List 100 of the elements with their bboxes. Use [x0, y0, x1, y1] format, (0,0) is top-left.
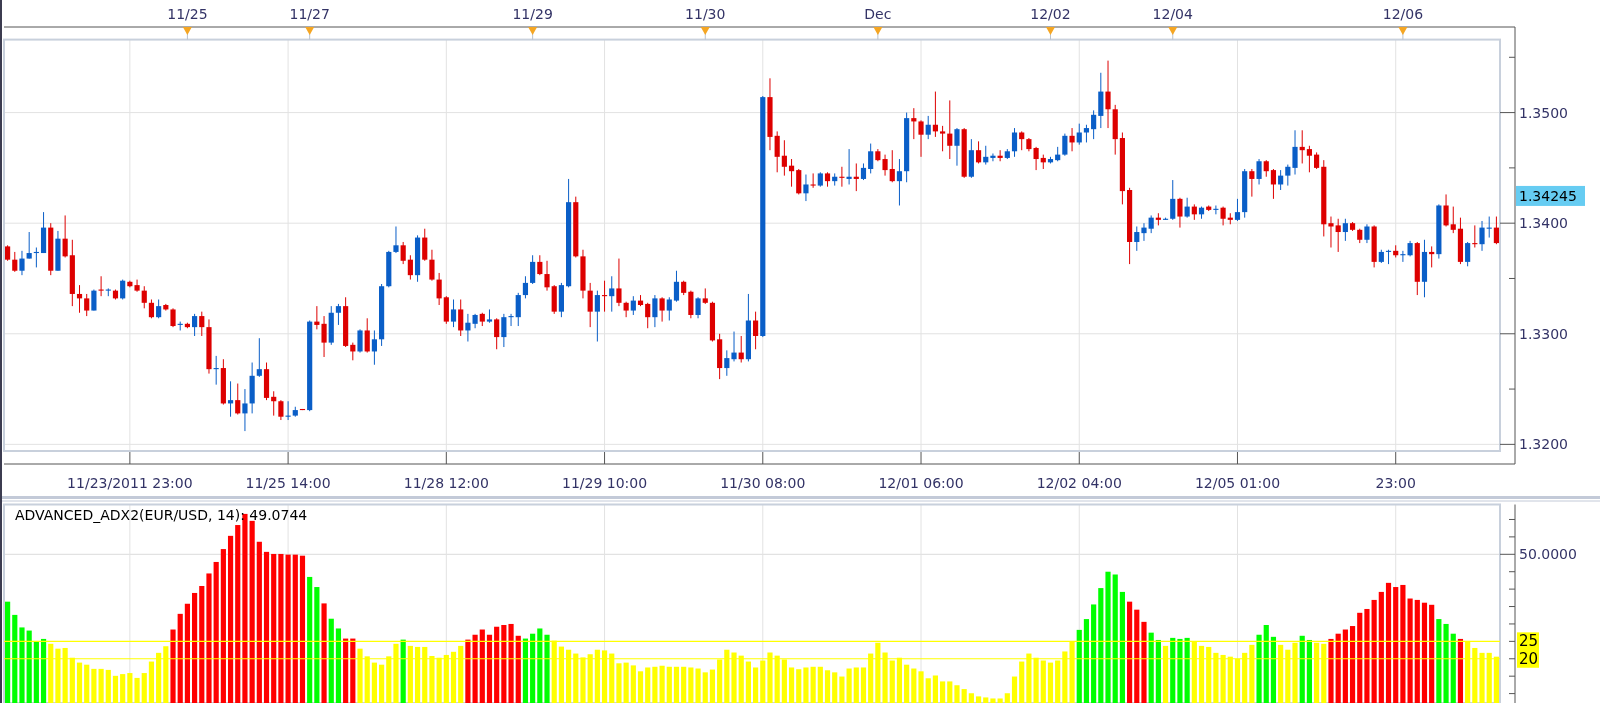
candlestick	[940, 125, 946, 152]
y-tick-label: 20	[1519, 649, 1539, 668]
candlestick	[134, 279, 140, 293]
candlestick	[1479, 220, 1485, 252]
candlestick	[1184, 197, 1190, 219]
candlestick	[673, 270, 680, 303]
candlestick	[1292, 129, 1298, 176]
candlestick	[148, 298, 155, 319]
x-tick-label: 12/02 04:00	[1036, 475, 1122, 491]
candlestick	[1076, 123, 1082, 146]
candlestick	[1364, 223, 1370, 244]
x-tick-label: 11/25	[167, 6, 208, 22]
candlestick	[335, 303, 342, 326]
candlestick	[781, 139, 787, 177]
candlestick	[1306, 145, 1312, 173]
candlestick	[436, 272, 442, 306]
candlestick	[84, 293, 90, 317]
candlestick	[925, 115, 931, 140]
candlestick	[1335, 218, 1341, 253]
candlestick	[1069, 127, 1075, 152]
candlestick	[1091, 109, 1097, 140]
candlestick	[141, 285, 147, 309]
candlestick	[1256, 158, 1262, 185]
candlestick	[645, 302, 651, 329]
x-tick-label: 11/28 12:00	[403, 475, 489, 491]
x-tick-label: 12/01 06:00	[878, 475, 964, 491]
candlestick	[400, 241, 406, 265]
x-tick-label: 11/27	[289, 6, 330, 22]
candlestick	[997, 149, 1003, 162]
candlestick	[889, 149, 895, 183]
candlestick	[947, 99, 953, 160]
candlestick	[522, 275, 529, 299]
candlestick	[235, 383, 241, 415]
candlestick	[896, 158, 903, 206]
candlestick	[156, 298, 162, 319]
candlestick	[429, 249, 435, 282]
candlestick	[868, 143, 874, 174]
candlestick	[393, 226, 399, 254]
candlestick	[422, 228, 428, 262]
candlestick	[242, 388, 248, 432]
candlestick	[810, 172, 816, 189]
candlestick	[407, 254, 413, 281]
candlestick	[616, 258, 622, 307]
candlestick	[62, 214, 68, 258]
candlestick	[256, 337, 262, 378]
candlestick	[731, 331, 737, 362]
candlestick	[26, 231, 32, 260]
candlestick	[1141, 222, 1147, 242]
candlestick	[1249, 168, 1255, 198]
candlestick	[594, 290, 600, 343]
y-tick-label: 1.3200	[1519, 436, 1568, 453]
candlestick	[652, 294, 658, 328]
candlestick	[695, 296, 701, 319]
candlestick	[609, 275, 615, 313]
candlestick	[515, 292, 521, 327]
y-tick-label: 1.3500	[1519, 104, 1568, 121]
candlestick	[450, 298, 457, 328]
x-tick-label: 12/02	[1030, 6, 1071, 22]
x-tick-label: 11/30 08:00	[720, 475, 806, 491]
candlestick	[357, 328, 363, 354]
candlestick	[1220, 206, 1226, 226]
candlestick	[1285, 164, 1291, 187]
candlestick	[1234, 198, 1241, 222]
candlestick	[688, 290, 694, 319]
candlestick	[1170, 179, 1176, 221]
candlestick	[724, 349, 730, 377]
x-tick-label: 11/29	[512, 6, 553, 22]
candlestick	[1270, 168, 1277, 200]
candlestick	[458, 298, 464, 337]
candlestick	[1177, 197, 1183, 229]
candlestick	[530, 254, 536, 285]
candlestick	[975, 140, 982, 164]
candlestick	[587, 282, 593, 328]
x-tick-label: 23:00	[1375, 475, 1416, 491]
candlestick	[1033, 146, 1039, 171]
candlestick	[1105, 60, 1111, 129]
candlestick	[501, 313, 507, 348]
candlestick	[371, 329, 377, 366]
candlestick	[853, 162, 859, 192]
candlestick	[882, 154, 888, 177]
candlestick	[321, 315, 327, 358]
candlestick	[623, 301, 629, 318]
candlestick	[91, 289, 97, 312]
candlestick	[918, 119, 924, 158]
candlestick	[1011, 127, 1018, 158]
candlestick	[364, 317, 370, 354]
x-tick-label: 12/06	[1382, 6, 1424, 22]
candlestick	[1429, 245, 1435, 268]
x-tick-label: 11/23/2011 23:00	[67, 475, 193, 491]
candlestick	[537, 254, 543, 276]
y-tick-label: 1.3300	[1519, 325, 1568, 342]
candlestick	[1342, 218, 1348, 242]
x-tick-label: 11/29 10:00	[561, 475, 648, 491]
candlestick	[1450, 206, 1456, 234]
x-tick-label: 12/05 01:00	[1194, 475, 1281, 491]
candlestick	[544, 260, 550, 292]
candlestick	[19, 250, 25, 276]
y-tick-label: 1.3400	[1519, 215, 1568, 232]
candlestick	[846, 148, 852, 185]
x-tick-label: 12/04	[1152, 6, 1194, 22]
